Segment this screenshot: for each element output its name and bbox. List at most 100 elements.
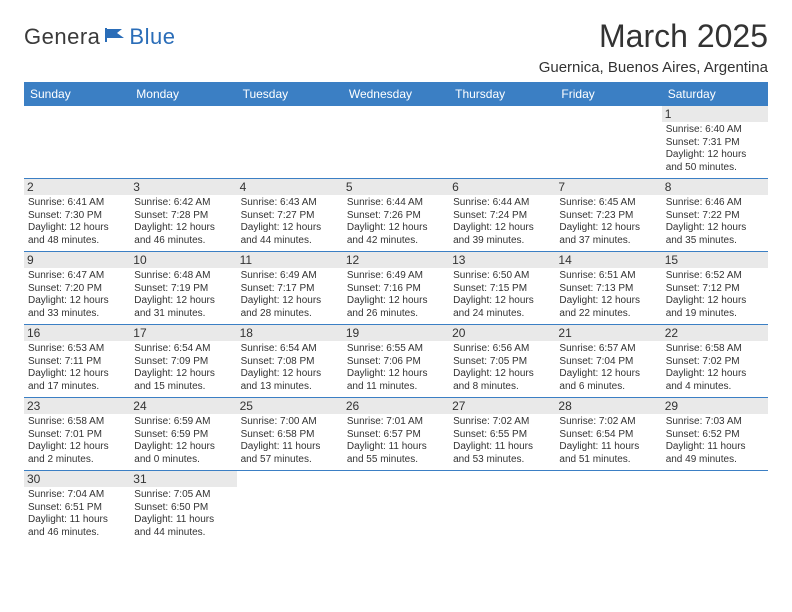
day-line: Daylight: 12 hours xyxy=(453,368,551,381)
day-line: Sunrise: 7:03 AM xyxy=(666,416,764,429)
day-number: 31 xyxy=(130,471,236,487)
calendar-day-cell xyxy=(555,106,661,179)
day-details: Sunrise: 7:05 AMSunset: 6:50 PMDaylight:… xyxy=(134,489,232,539)
day-line: Sunset: 7:16 PM xyxy=(347,283,445,296)
day-line: and 50 minutes. xyxy=(666,162,764,175)
day-details: Sunrise: 7:02 AMSunset: 6:55 PMDaylight:… xyxy=(453,416,551,466)
calendar-day-cell: 21Sunrise: 6:57 AMSunset: 7:04 PMDayligh… xyxy=(555,325,661,398)
day-line: Sunrise: 6:55 AM xyxy=(347,343,445,356)
day-line: Daylight: 11 hours xyxy=(241,441,339,454)
day-line: Daylight: 11 hours xyxy=(666,441,764,454)
day-number: 30 xyxy=(24,471,130,487)
day-line: Sunrise: 7:05 AM xyxy=(134,489,232,502)
day-line: Sunrise: 6:49 AM xyxy=(347,270,445,283)
day-line: Sunrise: 6:47 AM xyxy=(28,270,126,283)
calendar-day-cell xyxy=(343,471,449,544)
day-details: Sunrise: 6:44 AMSunset: 7:26 PMDaylight:… xyxy=(347,197,445,247)
weekday-header: Sunday xyxy=(24,82,130,106)
calendar-day-cell: 8Sunrise: 6:46 AMSunset: 7:22 PMDaylight… xyxy=(662,179,768,252)
day-line: Daylight: 12 hours xyxy=(134,441,232,454)
day-line: Daylight: 12 hours xyxy=(666,368,764,381)
day-line: Sunrise: 6:59 AM xyxy=(134,416,232,429)
day-details: Sunrise: 7:03 AMSunset: 6:52 PMDaylight:… xyxy=(666,416,764,466)
day-number: 28 xyxy=(555,398,661,414)
day-details: Sunrise: 6:44 AMSunset: 7:24 PMDaylight:… xyxy=(453,197,551,247)
day-number: 21 xyxy=(555,325,661,341)
calendar-day-cell: 15Sunrise: 6:52 AMSunset: 7:12 PMDayligh… xyxy=(662,252,768,325)
calendar-week-row: 16Sunrise: 6:53 AMSunset: 7:11 PMDayligh… xyxy=(24,325,768,398)
day-details: Sunrise: 6:54 AMSunset: 7:08 PMDaylight:… xyxy=(241,343,339,393)
calendar-day-cell: 31 Sunrise: 7:05 AMSunset: 6:50 PMDayligh… xyxy=(130,471,236,544)
day-line: Sunset: 6:55 PM xyxy=(453,429,551,442)
day-line: Sunrise: 6:42 AM xyxy=(134,197,232,210)
day-line: Sunset: 7:28 PM xyxy=(134,210,232,223)
day-line: Sunrise: 6:54 AM xyxy=(134,343,232,356)
day-line: Sunset: 7:20 PM xyxy=(28,283,126,296)
calendar-day-cell: 19Sunrise: 6:55 AMSunset: 7:06 PMDayligh… xyxy=(343,325,449,398)
day-line: Sunrise: 6:56 AM xyxy=(453,343,551,356)
day-line: Daylight: 12 hours xyxy=(241,295,339,308)
day-line: Sunrise: 7:04 AM xyxy=(28,489,126,502)
day-number: 23 xyxy=(24,398,130,414)
day-line: and 57 minutes. xyxy=(241,454,339,467)
day-details: Sunrise: 6:54 AMSunset: 7:09 PMDaylight:… xyxy=(134,343,232,393)
day-line: and 19 minutes. xyxy=(666,308,764,321)
day-line: Sunrise: 7:01 AM xyxy=(347,416,445,429)
calendar-day-cell: 2Sunrise: 6:41 AMSunset: 7:30 PMDaylight… xyxy=(24,179,130,252)
day-line: Sunset: 6:52 PM xyxy=(666,429,764,442)
calendar-day-cell: 13Sunrise: 6:50 AMSunset: 7:15 PMDayligh… xyxy=(449,252,555,325)
weekday-header: Monday xyxy=(130,82,236,106)
logo-text-1: Genera xyxy=(24,24,100,50)
day-line: Daylight: 12 hours xyxy=(666,222,764,235)
day-line: Sunset: 7:02 PM xyxy=(666,356,764,369)
day-line: Sunrise: 6:53 AM xyxy=(28,343,126,356)
day-line: Daylight: 12 hours xyxy=(134,295,232,308)
day-line: Sunrise: 6:45 AM xyxy=(559,197,657,210)
day-line: and 26 minutes. xyxy=(347,308,445,321)
day-line: Sunrise: 6:46 AM xyxy=(666,197,764,210)
calendar-day-cell: 7Sunrise: 6:45 AMSunset: 7:23 PMDaylight… xyxy=(555,179,661,252)
day-details: Sunrise: 7:04 AMSunset: 6:51 PMDaylight:… xyxy=(28,489,126,539)
day-number: 29 xyxy=(662,398,768,414)
day-details: Sunrise: 7:00 AMSunset: 6:58 PMDaylight:… xyxy=(241,416,339,466)
day-line: and 35 minutes. xyxy=(666,235,764,248)
day-number: 26 xyxy=(343,398,449,414)
day-line: and 17 minutes. xyxy=(28,381,126,394)
calendar-day-cell: 25Sunrise: 7:00 AMSunset: 6:58 PMDayligh… xyxy=(237,398,343,471)
day-line: and 44 minutes. xyxy=(241,235,339,248)
calendar-day-cell: 28Sunrise: 7:02 AMSunset: 6:54 PMDayligh… xyxy=(555,398,661,471)
day-line: Sunrise: 6:57 AM xyxy=(559,343,657,356)
calendar-week-row: 23Sunrise: 6:58 AMSunset: 7:01 PMDayligh… xyxy=(24,398,768,471)
day-line: Daylight: 11 hours xyxy=(134,514,232,527)
day-line: Sunset: 7:17 PM xyxy=(241,283,339,296)
day-number: 11 xyxy=(237,252,343,268)
day-line: Daylight: 12 hours xyxy=(28,368,126,381)
calendar-week-row: 9Sunrise: 6:47 AMSunset: 7:20 PMDaylight… xyxy=(24,252,768,325)
day-line: Sunset: 6:58 PM xyxy=(241,429,339,442)
weekday-header: Friday xyxy=(555,82,661,106)
day-details: Sunrise: 6:56 AMSunset: 7:05 PMDaylight:… xyxy=(453,343,551,393)
day-line: Sunrise: 6:44 AM xyxy=(453,197,551,210)
calendar-day-cell: 29 Sunrise: 7:03 AMSunset: 6:52 PMDayligh… xyxy=(662,398,768,471)
day-number: 24 xyxy=(130,398,236,414)
day-number: 8 xyxy=(662,179,768,195)
calendar-day-cell xyxy=(555,471,661,544)
day-details: Sunrise: 6:50 AMSunset: 7:15 PMDaylight:… xyxy=(453,270,551,320)
day-line: and 37 minutes. xyxy=(559,235,657,248)
day-line: Daylight: 12 hours xyxy=(453,222,551,235)
day-line: Sunset: 7:06 PM xyxy=(347,356,445,369)
day-line: and 28 minutes. xyxy=(241,308,339,321)
calendar-day-cell xyxy=(130,106,236,179)
day-line: Sunset: 6:50 PM xyxy=(134,502,232,515)
calendar-day-cell: 18Sunrise: 6:54 AMSunset: 7:08 PMDayligh… xyxy=(237,325,343,398)
day-line: Sunset: 7:08 PM xyxy=(241,356,339,369)
day-line: Daylight: 12 hours xyxy=(28,222,126,235)
calendar-day-cell: 26 Sunrise: 7:01 AMSunset: 6:57 PMDayligh… xyxy=(343,398,449,471)
day-details: Sunrise: 7:01 AMSunset: 6:57 PMDaylight:… xyxy=(347,416,445,466)
calendar-day-cell: 5Sunrise: 6:44 AMSunset: 7:26 PMDaylight… xyxy=(343,179,449,252)
logo-text-2: Blue xyxy=(129,24,175,50)
day-number: 1 xyxy=(662,106,768,122)
calendar-day-cell: 4Sunrise: 6:43 AMSunset: 7:27 PMDaylight… xyxy=(237,179,343,252)
day-details: Sunrise: 6:48 AMSunset: 7:19 PMDaylight:… xyxy=(134,270,232,320)
day-line: Daylight: 12 hours xyxy=(453,295,551,308)
